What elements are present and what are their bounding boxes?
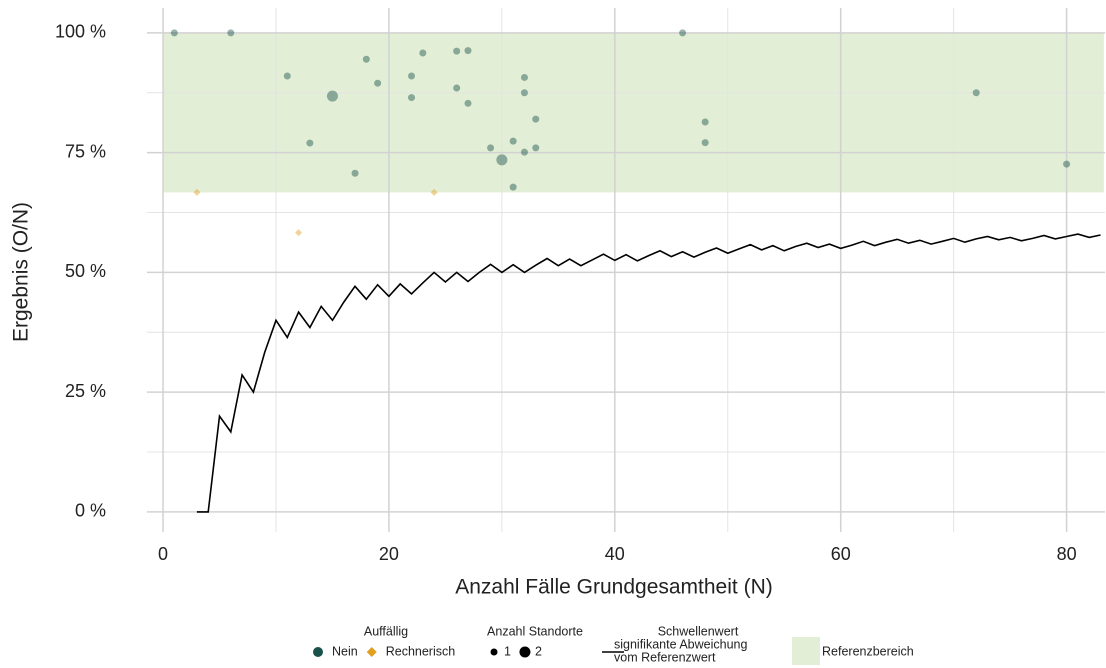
legend-label: Schwellenwert (658, 624, 739, 638)
x-tick-label: 40 (605, 544, 625, 564)
threshold-line (196, 233, 1101, 513)
legend-key (792, 637, 820, 665)
point (972, 89, 980, 97)
point (193, 188, 201, 196)
point (1063, 160, 1071, 168)
point (408, 72, 416, 80)
reference-band (163, 32, 1104, 193)
point (701, 139, 709, 147)
legend-key (313, 647, 323, 657)
point (362, 55, 370, 63)
point (464, 47, 472, 55)
point (408, 94, 416, 102)
legend-label: Referenzbereich (822, 644, 914, 658)
x-tick-label: 0 (158, 544, 168, 564)
y-tick-label: 25 % (65, 381, 106, 401)
point (679, 29, 687, 37)
legend-label: 1 (504, 644, 511, 658)
point (295, 229, 303, 237)
legend-label: Rechnerisch (386, 644, 456, 658)
x-axis-label: Anzahl Fälle Grundgesamtheit (N) (455, 576, 772, 599)
point (464, 99, 472, 107)
point (170, 29, 178, 37)
legend-key (366, 647, 377, 657)
y-axis-label: Ergebnis (O/N) (10, 202, 33, 342)
point (520, 73, 528, 81)
point (351, 169, 359, 177)
x-tick-label: 80 (1057, 544, 1077, 564)
x-tick-label: 60 (831, 544, 851, 564)
point (453, 47, 461, 55)
point (496, 154, 508, 166)
point (520, 148, 528, 156)
legend-key (519, 646, 531, 658)
x-tick-label: 20 (379, 544, 399, 564)
point (509, 137, 517, 145)
legend-title: Anzahl Standorte (487, 624, 583, 638)
y-tick-label: 75 % (65, 141, 106, 161)
y-tick-label: 50 % (65, 261, 106, 281)
legend-key (490, 648, 498, 656)
legend-label: signifikante Abweichung (614, 637, 747, 651)
point (326, 90, 338, 102)
point (306, 139, 314, 147)
point (487, 144, 495, 152)
point (532, 115, 540, 123)
point (701, 118, 709, 126)
point (520, 89, 528, 97)
legend-label: Nein (332, 644, 358, 658)
point (227, 29, 235, 37)
legend-label: 2 (535, 644, 542, 658)
point (453, 84, 461, 92)
point (430, 188, 438, 196)
legend-title: Auffällig (364, 624, 408, 638)
point (509, 183, 517, 191)
point (374, 79, 382, 87)
point (283, 72, 291, 80)
legend-label: vom Referenzwert (614, 650, 716, 664)
y-tick-label: 100 % (55, 22, 106, 42)
point (532, 144, 540, 152)
y-tick-label: 0 % (75, 501, 106, 521)
point (419, 49, 427, 57)
